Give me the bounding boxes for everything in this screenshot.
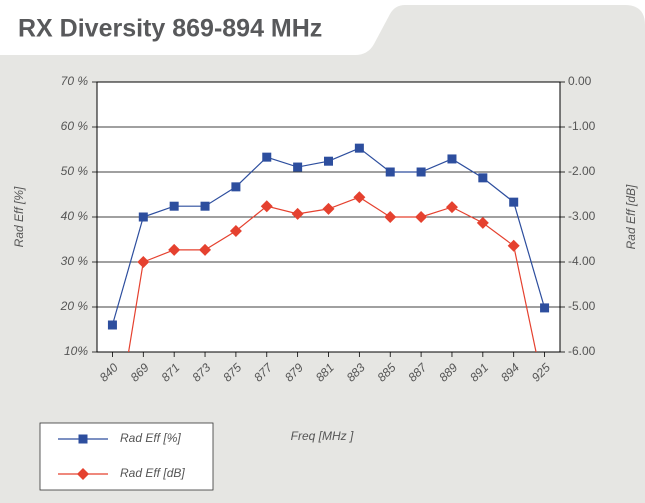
legend-label: Rad Eff [%] — [120, 431, 181, 445]
data-point — [415, 211, 428, 223]
data-point — [476, 216, 489, 229]
legend-marker — [78, 434, 88, 444]
data-point — [107, 320, 117, 330]
y-tick-label: 50 % — [61, 164, 89, 178]
y-tick-label: 20 % — [60, 299, 89, 313]
x-axis-title: Freq [MHz ] — [291, 429, 354, 443]
data-point — [384, 211, 397, 223]
y2-tick-label: 0.00 — [568, 74, 592, 88]
y-tick-label: 70 % — [61, 74, 89, 88]
legend-label: Rad Eff [dB] — [120, 466, 185, 480]
legend-items: Rad Eff [%] Rad Eff [dB] — [58, 431, 185, 480]
data-point — [200, 201, 210, 211]
data-point — [138, 212, 148, 222]
y-tick-label: 40 % — [61, 209, 89, 223]
legend-marker — [77, 468, 89, 480]
data-point — [262, 152, 272, 162]
data-point — [540, 303, 550, 313]
data-point — [445, 201, 458, 214]
data-point — [231, 182, 241, 192]
y-tick-label: 60 % — [61, 119, 89, 133]
y2-tick-label: -1.00 — [568, 119, 596, 133]
data-point — [509, 197, 519, 207]
data-point — [416, 167, 426, 177]
data-point — [260, 200, 273, 213]
y2-tick-label: -3.00 — [568, 209, 596, 223]
series-layer — [107, 143, 550, 352]
data-point — [324, 156, 333, 166]
grid — [92, 81, 565, 357]
y-tick-label: 10% — [64, 344, 88, 358]
data-point — [291, 207, 304, 220]
y2-tick-label: -4.00 — [568, 254, 596, 268]
y2-tick-label: -5.00 — [568, 299, 596, 313]
data-point — [507, 239, 520, 252]
y2-tick-label: -2.00 — [568, 164, 596, 178]
legend — [39, 422, 214, 491]
data-point — [169, 201, 179, 211]
y2-axis-title: Rad Eff [dB] — [624, 184, 638, 249]
data-point — [478, 173, 488, 183]
chart-title: RX Diversity 869-894 MHz — [18, 15, 322, 43]
data-point — [353, 191, 366, 204]
data-point — [354, 143, 364, 153]
y2-tick-label: -6.00 — [568, 344, 596, 358]
data-point — [199, 243, 212, 256]
data-point — [447, 154, 457, 164]
data-point — [385, 167, 395, 177]
data-point — [229, 224, 242, 237]
data-point — [137, 256, 150, 268]
data-point — [293, 162, 303, 172]
data-point — [168, 243, 181, 256]
y-tick-label: 30 % — [61, 254, 89, 268]
y-axis-title: Rad Eff [%] — [12, 186, 26, 247]
data-point — [322, 202, 335, 215]
